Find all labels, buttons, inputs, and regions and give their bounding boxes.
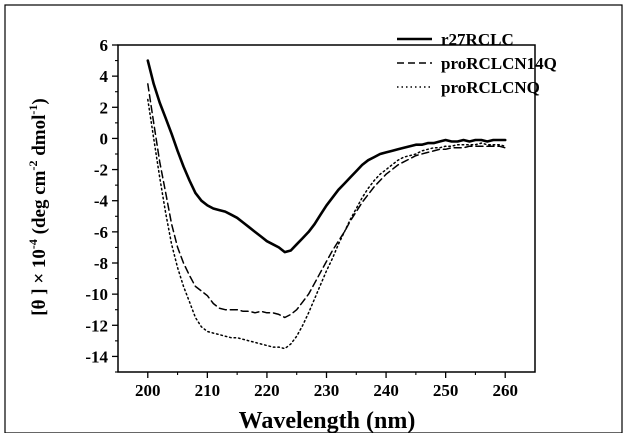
legend-label: r27RCLC <box>441 30 514 49</box>
legend-label: proRCLCNQ <box>441 78 540 97</box>
y-axis-title: [θ ] × 10-4 (deg cm-2 dmol-1) <box>26 98 50 316</box>
series-layer <box>146 59 507 350</box>
y-title-mid2: dmol <box>29 115 50 161</box>
y-tick-label: 2 <box>100 98 109 117</box>
x-tick-label: 240 <box>373 381 399 400</box>
y-tick-label: -4 <box>94 192 109 211</box>
y-title-close: ) <box>29 98 50 104</box>
x-tick-label: 230 <box>314 381 340 400</box>
y-tick-label: -12 <box>85 316 108 335</box>
y-title-exp2: -2 <box>26 161 40 171</box>
y-tick-label: -6 <box>94 223 108 242</box>
y-tick-label: 6 <box>100 36 109 55</box>
x-tick-label: 250 <box>433 381 459 400</box>
legend: r27RCLC proRCLCN14Q proRCLCNQ <box>397 30 557 97</box>
y-tick-label: -14 <box>85 347 108 366</box>
series-line-2 <box>147 98 506 350</box>
y-tick-label: 0 <box>100 129 109 148</box>
y-title-exp3: -1 <box>26 105 40 115</box>
series-line-1 <box>147 83 506 319</box>
x-axis: 200 210 220 230 240 250 260 <box>135 372 518 400</box>
series-line-0 <box>146 59 507 254</box>
y-title-open: [θ ] × 10 <box>29 249 50 316</box>
x-tick-label: 260 <box>492 381 518 400</box>
y-tick-label: -2 <box>94 161 108 180</box>
y-tick-label: -10 <box>85 285 108 304</box>
y-tick-label: 4 <box>100 67 109 86</box>
x-tick-label: 220 <box>254 381 280 400</box>
y-title-mid: (deg cm <box>29 170 50 239</box>
y-title-exp1: -4 <box>26 239 40 249</box>
x-tick-label: 200 <box>135 381 161 400</box>
x-axis-title: Wavelength (nm) <box>239 408 416 433</box>
legend-label: proRCLCN14Q <box>441 54 557 73</box>
y-axis: 6 4 2 0 -2 -4 -6 -8 -10 -12 -14 <box>85 36 118 373</box>
y-tick-label: -8 <box>94 254 108 273</box>
x-tick-label: 210 <box>195 381 221 400</box>
